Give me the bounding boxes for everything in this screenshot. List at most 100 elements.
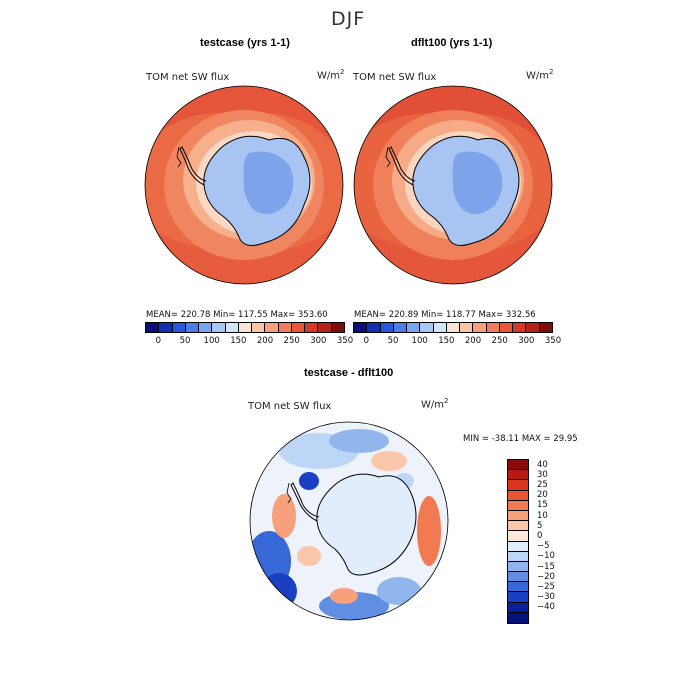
- colorbar-tick-label: 350: [544, 336, 562, 346]
- panel-2-colorbar-ticks: 0 50 100 150 200 250 300 350: [353, 336, 562, 348]
- map-boundary: [144, 85, 344, 285]
- colorbar-swatch: [225, 323, 239, 332]
- antarctica-ice: [316, 474, 416, 575]
- panel-1-polar-map: [144, 85, 344, 285]
- diff-patch: [297, 546, 321, 566]
- coastline: [316, 473, 417, 576]
- panel-1-title: testcase (yrs 1-1): [200, 37, 290, 49]
- colorbar-swatch: [265, 323, 279, 332]
- colorbar-swatch: [486, 323, 500, 332]
- page-title: DJF: [331, 8, 366, 30]
- antarctic-peninsula: [290, 482, 320, 522]
- panel-3-polar-map: [249, 421, 449, 621]
- panel-1-variable-label: TOM net SW flux: [146, 72, 230, 83]
- colorbar-swatch: [172, 323, 186, 332]
- colorbar-tick-label: 250: [283, 336, 300, 346]
- colorbar-tick-label: 100: [411, 336, 428, 346]
- colorbar-swatch: [539, 323, 552, 332]
- colorbar-tick-label: −5: [537, 541, 550, 552]
- colorbar-tick-label: 10: [537, 510, 548, 521]
- panel-3-stats: MIN = -38.11 MAX = 29.95: [463, 434, 578, 444]
- colorbar-swatch: [185, 323, 200, 332]
- colorbar-tick-label: −20: [537, 571, 555, 582]
- colorbar-swatch: [407, 323, 421, 332]
- panel-3-title: testcase - dflt100: [304, 367, 394, 379]
- warm-band: [354, 86, 552, 155]
- antarctic-peninsula: [179, 146, 207, 186]
- diff-patch: [371, 451, 407, 471]
- colorbar-tick-label: −30: [537, 592, 555, 603]
- panel-3-variable-label: TOM net SW flux: [248, 401, 332, 412]
- colorbar-swatch: [380, 323, 394, 332]
- diff-patch: [299, 472, 319, 490]
- colorbar-tick-label: 100: [203, 336, 220, 346]
- colorbar-tick-label: 150: [438, 336, 455, 346]
- colorbar-swatch: [508, 510, 528, 522]
- colorbar-swatch: [513, 323, 527, 332]
- panel-1-stats: MEAN= 220.78 Min= 117.55 Max= 353.60: [146, 310, 328, 320]
- panel-2-colorbar: [353, 322, 553, 333]
- colorbar-swatch: [508, 572, 528, 583]
- panel-1-colorbar: [145, 322, 345, 333]
- panel-2-polar-map: [353, 85, 553, 285]
- panel-3-units: W/m2: [421, 397, 449, 411]
- map-boundary: [249, 421, 449, 621]
- colorbar-swatch: [433, 323, 447, 332]
- colorbar-swatch: [508, 460, 528, 471]
- colorbar-swatch: [473, 323, 487, 332]
- map-boundary: [353, 85, 553, 285]
- colorbar-tick-label: 0: [537, 531, 543, 541]
- colorbar-swatch: [508, 561, 528, 573]
- colorbar-tick-label: 200: [256, 336, 274, 346]
- colorbar-tick-label: 300: [310, 336, 327, 346]
- colorbar-swatch: [199, 323, 213, 332]
- colorbar-swatch: [508, 500, 528, 511]
- colorbar-swatch: [508, 490, 528, 501]
- colorbar-swatch: [159, 323, 173, 332]
- colorbar-tick-label: 20: [537, 490, 548, 501]
- colorbar-tick-label: 30: [537, 469, 548, 480]
- colorbar-tick-label: −25: [537, 582, 555, 592]
- colorbar-tick-label: 50: [387, 336, 399, 346]
- panel-3-colorbar: [507, 459, 529, 624]
- colorbar-swatch: [508, 521, 528, 532]
- diff-patch: [377, 577, 421, 605]
- antarctic-peninsula: [388, 146, 416, 186]
- diff-patch: [329, 429, 389, 453]
- south-america-tip: [176, 146, 182, 168]
- coastline: [412, 135, 520, 246]
- colorbar-tick-label: −10: [537, 551, 555, 562]
- colorbar-tick-label: 250: [491, 336, 508, 346]
- colorbar-tick-label: 25: [537, 480, 548, 490]
- colorbar-swatch: [305, 323, 319, 332]
- antarctica-interior: [243, 151, 294, 214]
- diff-patch: [417, 496, 441, 566]
- antarctica-interior: [452, 151, 503, 214]
- colorbar-tick-label: 15: [537, 500, 548, 511]
- colorbar-swatch: [508, 531, 528, 542]
- colorbar-swatch: [526, 323, 540, 332]
- colorbar-swatch: [508, 470, 528, 481]
- panel-2-units: W/m2: [526, 68, 554, 82]
- south-america-tip: [286, 482, 292, 504]
- colorbar-tick-label: −40: [537, 602, 555, 613]
- colorbar-swatch: [508, 551, 528, 562]
- diff-patch: [330, 588, 358, 604]
- colorbar-tick-label: 300: [518, 336, 535, 346]
- colorbar-swatch: [393, 323, 408, 332]
- panel-1-colorbar-ticks: 0 50 100 150 200 250 300 350: [145, 336, 354, 348]
- diff-patch: [272, 494, 296, 538]
- colorbar-swatch: [278, 323, 292, 332]
- colorbar-swatch: [508, 602, 528, 613]
- colorbar-tick-label: −15: [537, 561, 555, 572]
- colorbar-tick-label: 350: [336, 336, 354, 346]
- colorbar-tick-label: 5: [537, 520, 543, 531]
- colorbar-swatch: [446, 323, 461, 332]
- colorbar-swatch: [354, 323, 368, 332]
- warm-band: [145, 86, 343, 155]
- coastline: [203, 135, 311, 246]
- south-america-tip: [385, 146, 391, 168]
- colorbar-swatch: [212, 323, 226, 332]
- colorbar-tick-label: 0: [363, 336, 370, 346]
- colorbar-swatch: [508, 480, 528, 491]
